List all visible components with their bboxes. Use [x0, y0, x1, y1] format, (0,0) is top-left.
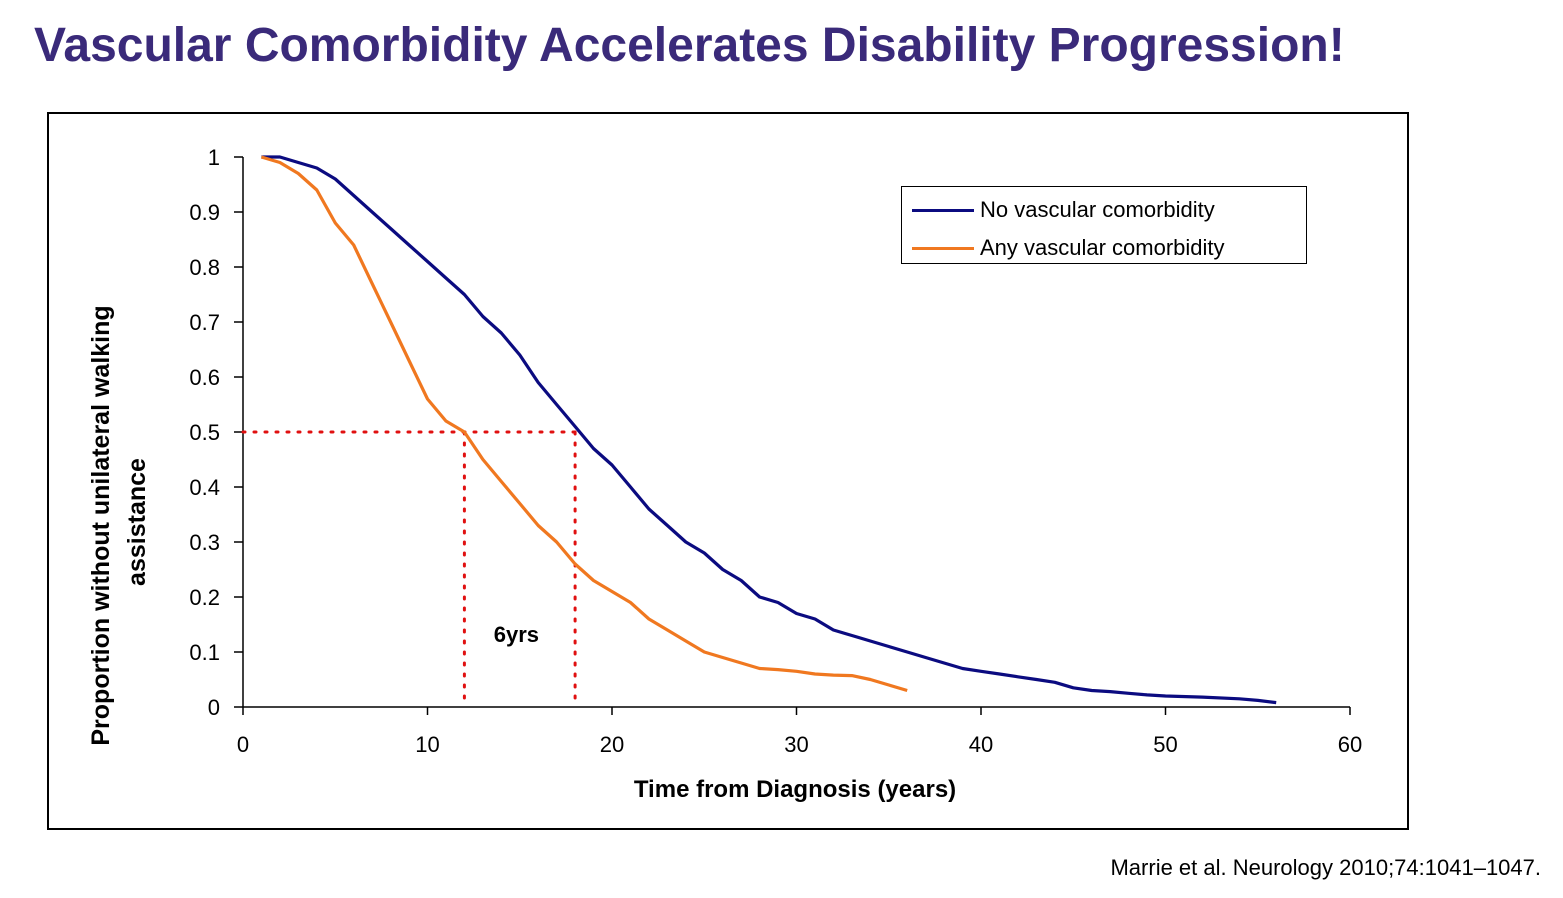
- tick-labels: 00.10.20.30.40.50.60.70.80.910 10 20 30 40 50…: [189, 145, 1362, 757]
- legend-label-no-vascular: No vascular comorbidity: [980, 197, 1215, 222]
- legend-item-any-vascular: Any vascular comorbidity: [912, 233, 1225, 263]
- x-tick-label: 60: [1338, 732, 1362, 757]
- y-tick-label: 0: [208, 695, 220, 720]
- y-tick-label: 0.6: [189, 365, 220, 390]
- series-line-any-vascular: [260, 155, 908, 693]
- y-axis-label-line-2: assistance: [123, 458, 151, 586]
- x-tick-label: 50: [1153, 732, 1177, 757]
- survival-chart: 00.10.20.30.40.50.60.70.80.910 10 20 30 40 50…: [87, 145, 1362, 803]
- reference-guides: [241, 430, 577, 709]
- y-tick-label: 0.1: [189, 640, 220, 665]
- y-tick-label: 0.7: [189, 310, 220, 335]
- slide-title: Vascular Comorbidity Accelerates Disabil…: [34, 19, 1345, 72]
- chart-frame: 0 0.1 0.2 0.3 0.4 0.5 0.6 0.7 0.8 0.9 1 0 10 20 30 40 50…: [47, 112, 1409, 830]
- series-lines: [260, 155, 1277, 705]
- y-tick-label: 0.8: [189, 255, 220, 280]
- legend-item-no-vascular: No vascular comorbidity: [912, 195, 1215, 225]
- legend-label-any-vascular: Any vascular comorbidity: [980, 235, 1225, 260]
- y-axis-label: Proportion without unilateral walking as…: [87, 298, 151, 745]
- x-tick-label: 40: [969, 732, 993, 757]
- y-tick-label: 0.9: [189, 200, 220, 225]
- series-line-no-vascular: [261, 155, 1277, 705]
- gap-annotation: 6yrs: [493, 621, 540, 647]
- y-tick-label: 0.4: [189, 475, 220, 500]
- x-axis-label: Time from Diagnosis (years): [634, 776, 956, 803]
- x-tick-label: 0: [237, 732, 249, 757]
- chart-legend: No vascular comorbidity Any vascular com…: [901, 186, 1307, 264]
- legend-swatch-no-vascular: [912, 208, 974, 212]
- y-tick-label: 0.3: [189, 530, 220, 555]
- x-tick-label: 30: [784, 732, 808, 757]
- y-tick-label: 0.2: [189, 585, 220, 610]
- y-axis-label-line-1: Proportion without unilateral walking: [87, 305, 115, 745]
- x-tick-label: 10: [415, 732, 439, 757]
- citation: Marrie et al. Neurology 2010;74:1041–104…: [1110, 855, 1541, 880]
- y-tick-label: 1: [208, 145, 220, 170]
- legend-swatch-any-vascular: [912, 246, 974, 250]
- x-tick-label: 20: [600, 732, 624, 757]
- y-tick-label: 0.5: [189, 420, 220, 445]
